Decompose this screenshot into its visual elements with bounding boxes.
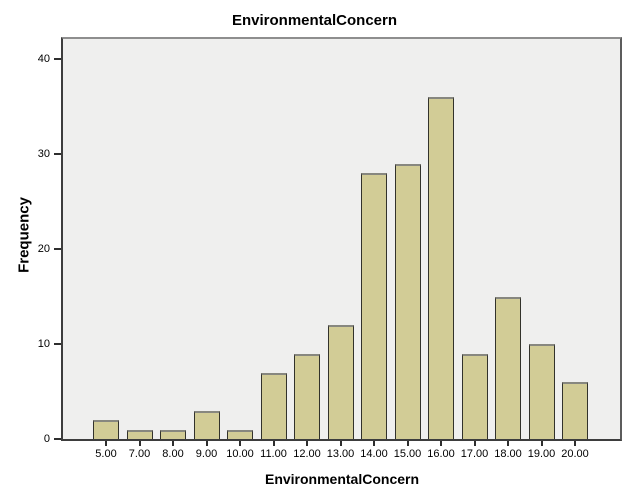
x-tick-label-10.00: 10.00 (226, 448, 254, 460)
bar-10.00 (227, 429, 253, 439)
bar-7.00 (126, 429, 153, 439)
bar-9.00 (193, 410, 220, 439)
bar-11.00 (260, 372, 287, 439)
x-tick-label-16.00: 16.00 (427, 448, 455, 460)
bar-13.00 (327, 325, 354, 439)
x-tick-12.00 (306, 441, 308, 446)
x-axis-title: EnvironmentalConcern (264, 471, 420, 487)
x-tick-15.00 (406, 441, 409, 446)
x-tick-16.00 (440, 441, 442, 446)
x-tick-5.00 (105, 441, 107, 446)
bar-15.00 (394, 163, 421, 439)
x-tick-9.00 (205, 441, 208, 446)
x-tick-label-19.00: 19.00 (527, 448, 556, 460)
bar-14.00 (361, 173, 387, 439)
x-tick-label-14.00: 14.00 (360, 448, 388, 460)
x-tick-label-7.00: 7.00 (128, 448, 151, 460)
x-tick-19.00 (540, 441, 543, 446)
x-tick-13.00 (339, 441, 342, 446)
y-tick-30 (54, 153, 61, 155)
bar-12.00 (294, 353, 320, 439)
x-tick-label-8.00: 8.00 (162, 448, 184, 460)
x-tick-10.00 (239, 441, 241, 446)
x-tick-label-9.00: 9.00 (195, 448, 218, 460)
x-tick-label-11.00: 11.00 (260, 448, 287, 460)
y-tick-10 (54, 343, 61, 345)
y-tick-40 (54, 58, 61, 60)
x-tick-14.00 (373, 441, 375, 446)
y-tick-label-20: 20 (37, 243, 50, 255)
y-tick-0 (54, 438, 61, 440)
x-tick-label-12.00: 12.00 (293, 448, 321, 460)
x-tick-label-18.00: 18.00 (494, 448, 522, 460)
x-tick-7.00 (138, 441, 141, 446)
bar-16.00 (428, 97, 454, 439)
bar-19.00 (528, 344, 555, 439)
y-axis-title: Frequency (15, 197, 33, 273)
bar-8.00 (160, 429, 186, 439)
x-tick-20.00 (574, 441, 576, 446)
x-tick-label-5.00: 5.00 (95, 448, 117, 460)
x-tick-17.00 (473, 441, 476, 446)
x-tick-label-13.00: 13.00 (326, 448, 355, 460)
y-tick-label-0: 0 (43, 433, 50, 445)
x-tick-8.00 (172, 441, 174, 446)
plot-area (61, 37, 622, 441)
x-tick-label-15.00: 15.00 (393, 448, 422, 460)
bar-17.00 (461, 353, 488, 439)
x-tick-11.00 (272, 441, 275, 446)
chart-title: EnvironmentalConcern (231, 12, 398, 29)
y-tick-label-30: 30 (37, 148, 50, 160)
bar-18.00 (495, 296, 521, 439)
x-tick-label-20.00: 20.00 (561, 448, 589, 460)
bar-20.00 (562, 382, 588, 439)
y-tick-label-10: 10 (37, 338, 50, 350)
x-tick-label-17.00: 17.00 (460, 448, 489, 460)
y-tick-20 (54, 248, 61, 250)
y-tick-label-40: 40 (37, 53, 50, 65)
x-tick-18.00 (507, 441, 509, 446)
bar-5.00 (93, 420, 119, 439)
